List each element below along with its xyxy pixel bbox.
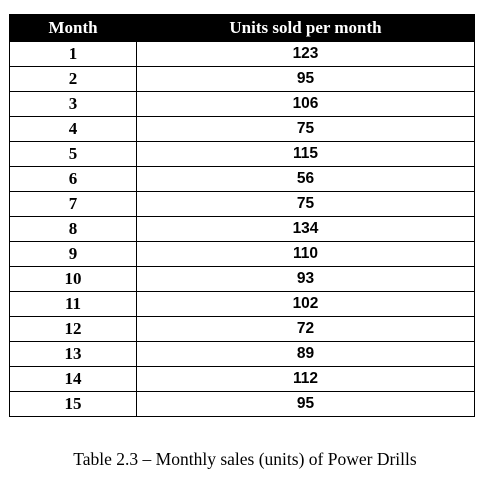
units-cell: 123 — [136, 41, 475, 67]
table-row: 2 95 — [9, 66, 475, 92]
table-header-row: Month Units sold per month — [9, 14, 475, 42]
table-row: 9 110 — [9, 241, 475, 267]
units-cell: 93 — [136, 266, 475, 292]
month-column-header: Month — [9, 14, 137, 42]
table-row: 11 102 — [9, 291, 475, 317]
table-row: 6 56 — [9, 166, 475, 192]
month-cell: 10 — [9, 266, 137, 292]
units-cell: 95 — [136, 391, 475, 417]
table-row: 4 75 — [9, 116, 475, 142]
units-cell: 102 — [136, 291, 475, 317]
units-column-header: Units sold per month — [136, 14, 475, 42]
month-cell: 8 — [9, 216, 137, 242]
month-cell: 13 — [9, 341, 137, 367]
table-row: 8 134 — [9, 216, 475, 242]
units-cell: 56 — [136, 166, 475, 192]
units-cell: 115 — [136, 141, 475, 167]
units-cell: 95 — [136, 66, 475, 92]
units-cell: 89 — [136, 341, 475, 367]
table-row: 10 93 — [9, 266, 475, 292]
units-cell: 106 — [136, 91, 475, 117]
month-cell: 7 — [9, 191, 137, 217]
month-cell: 6 — [9, 166, 137, 192]
table-row: 15 95 — [9, 391, 475, 417]
table-row: 7 75 — [9, 191, 475, 217]
month-cell: 15 — [9, 391, 137, 417]
table-row: 13 89 — [9, 341, 475, 367]
table-row: 5 115 — [9, 141, 475, 167]
month-cell: 9 — [9, 241, 137, 267]
month-cell: 4 — [9, 116, 137, 142]
month-cell: 2 — [9, 66, 137, 92]
month-cell: 12 — [9, 316, 137, 342]
month-cell: 3 — [9, 91, 137, 117]
month-cell: 5 — [9, 141, 137, 167]
table-caption: Table 2.3 – Monthly sales (units) of Pow… — [73, 449, 417, 469]
units-cell: 72 — [136, 316, 475, 342]
units-cell: 110 — [136, 241, 475, 267]
table-row: 14 112 — [9, 366, 475, 392]
month-cell: 14 — [9, 366, 137, 392]
table-row: 3 106 — [9, 91, 475, 117]
table-row: 12 72 — [9, 316, 475, 342]
units-cell: 112 — [136, 366, 475, 392]
units-cell: 134 — [136, 216, 475, 242]
month-cell: 11 — [9, 291, 137, 317]
units-cell: 75 — [136, 191, 475, 217]
sales-table: Month Units sold per month 1 123 2 95 3 … — [9, 14, 475, 417]
month-cell: 1 — [9, 41, 137, 67]
units-cell: 75 — [136, 116, 475, 142]
table-row: 1 123 — [9, 41, 475, 67]
